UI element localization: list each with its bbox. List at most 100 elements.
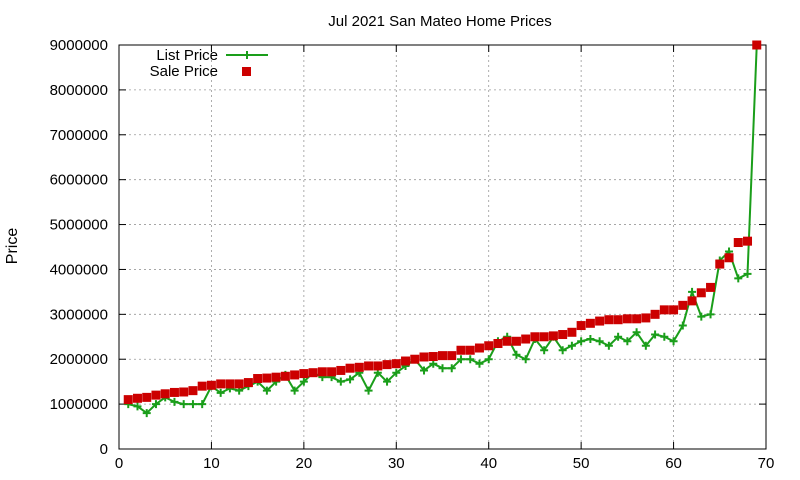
chart-title: Jul 2021 San Mateo Home Prices [328,13,551,30]
sale-price-point [419,352,429,362]
sale-price-point [197,381,207,391]
list-price-point [614,332,623,341]
sale-price-point [502,336,512,346]
sale-price-point [354,362,364,372]
sale-price-point [234,379,244,389]
x-axis-ticks: 0 10 20 30 40 50 60 70 [115,45,775,472]
list-price-point [734,274,743,283]
sale-price-point [243,378,253,388]
sale-price-point [206,380,216,390]
list-price-point [170,397,179,406]
sale-price-point [447,351,457,361]
list-price-point [743,269,752,278]
sale-price-point [696,288,706,298]
sale-price-point [123,395,133,405]
y-axis-ticks: 0 1000000 2000000 3000000 4000000 5000000 6000… [50,37,766,458]
list-price-point [484,355,493,364]
list-price-point [456,355,465,364]
sale-price-point [428,352,438,362]
list-price-point [577,337,586,346]
legend-swatch-sale-price-marker [242,67,251,76]
list-price-point [346,375,355,384]
sale-price-point [558,330,568,340]
sale-price-point [511,336,521,346]
sale-price-point [659,305,669,315]
sale-price-point [752,40,762,50]
list-price-point [392,368,401,377]
sale-price-point [327,367,337,377]
sale-price-point [687,296,697,306]
sale-price-point [539,332,549,342]
sale-price-point [595,316,605,326]
list-price-point [669,337,678,346]
sale-price-point [622,314,632,324]
y-tick-label: 0 [100,441,108,458]
list-price-point [262,386,271,395]
y-axis-label: Price [4,228,21,265]
list-price-point [290,386,299,395]
x-tick-label: 70 [758,455,775,472]
legend-label-list-price: List Price [156,47,218,64]
sale-price-point [160,389,170,399]
y-tick-label: 9000000 [50,37,108,54]
sale-price-point [724,253,734,263]
sale-price-point [280,371,290,381]
list-price-point [188,400,197,409]
sale-price-point [706,282,716,292]
sale-price-point [179,387,189,397]
sale-price-point [484,341,494,351]
list-price-point [429,359,438,368]
y-tick-label: 2000000 [50,351,108,368]
x-tick-label: 30 [388,455,405,472]
sale-price-point [216,379,226,389]
sale-price-point [151,390,161,400]
sale-price-point [613,315,623,325]
sale-price-point [715,259,725,269]
sale-price-point [743,236,753,246]
list-price-point [678,321,687,330]
sale-price-point [373,361,383,371]
sale-price-point [262,373,272,383]
list-price-point [604,341,613,350]
sale-price-point [678,300,688,310]
list-price-point [632,328,641,337]
sale-price-point [530,332,540,342]
list-price-point [198,400,207,409]
list-price-point [567,341,576,350]
list-price-point [540,346,549,355]
sale-price-point [142,392,152,402]
sale-price-point [299,369,309,379]
y-tick-label: 8000000 [50,82,108,99]
y-tick-label: 4000000 [50,261,108,278]
sale-price-point [271,372,281,382]
sale-price-point [632,314,642,324]
x-tick-label: 60 [665,455,682,472]
list-price-point [595,337,604,346]
sale-price-point [548,331,558,341]
list-price-point [521,355,530,364]
sale-price-point [253,374,263,384]
series-layer [123,40,762,418]
list-price-point [420,366,429,375]
sale-price-point [650,309,660,319]
sale-price-point [188,386,198,396]
list-price-point [660,332,669,341]
x-tick-label: 40 [480,455,497,472]
list-price-point [216,388,225,397]
list-price-point [447,364,456,373]
list-price-point [641,341,650,350]
list-price-point [466,355,475,364]
sale-price-point [364,361,374,371]
x-tick-label: 20 [296,455,313,472]
x-tick-label: 50 [573,455,590,472]
list-price-point [179,400,188,409]
y-tick-label: 7000000 [50,127,108,144]
list-price-point [688,287,697,296]
legend: List Price Sale Price [150,47,268,80]
list-price-point [651,330,660,339]
sale-price-point [474,343,484,353]
sale-price-point [733,238,743,248]
list-price-point [623,337,632,346]
sale-price-point [585,318,595,328]
